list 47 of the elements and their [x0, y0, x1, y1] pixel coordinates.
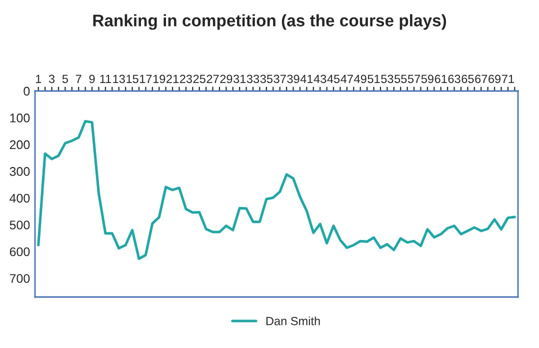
y-tick-label: 500	[10, 220, 30, 230]
x-tick-label: 53	[381, 74, 394, 84]
y-tick-label: 600	[10, 247, 30, 256]
x-tick-label: 59	[421, 74, 434, 84]
legend-label: Dan Smith	[266, 316, 320, 326]
x-tick-label: 23	[180, 74, 192, 84]
x-tick-label: 3	[48, 74, 55, 84]
x-tick-label: 29	[220, 74, 232, 84]
x-tick-label: 49	[354, 74, 366, 84]
x-tick-label: 65	[462, 74, 474, 84]
x-tick-label: 39	[287, 74, 300, 84]
x-tick-label: 25	[193, 74, 206, 84]
x-tick-label: 45	[327, 74, 340, 84]
x-tick-label: 5	[62, 74, 68, 84]
x-tick-label: 69	[488, 74, 501, 84]
x-tick-label: 41	[300, 74, 313, 83]
x-tick-label: 71	[502, 74, 514, 83]
x-tick-label: 15	[126, 74, 138, 84]
x-tick-label: 13	[113, 74, 125, 84]
x-tick-label: 37	[274, 74, 286, 84]
x-tick-label: 27	[206, 74, 219, 83]
x-tick-label: 33	[246, 74, 260, 84]
x-tick-label: 47	[340, 74, 353, 83]
y-tick-label: 700	[10, 274, 30, 283]
y-tick-label: 300	[10, 167, 30, 176]
x-tick-label: 35	[260, 74, 273, 84]
x-tick-label: 31	[233, 74, 246, 84]
x-tick-label: 51	[368, 74, 380, 84]
y-tick-label: 0	[24, 86, 30, 96]
x-tick-label: 1	[36, 74, 42, 83]
x-tick-label: 21	[166, 74, 179, 83]
x-tick-label: 43	[314, 74, 326, 84]
x-tick-label: 63	[448, 74, 460, 84]
y-tick-label: 400	[10, 194, 30, 203]
x-tick-label: 11	[100, 74, 111, 83]
x-tick-label: 17	[140, 74, 152, 83]
chart-title: Ranking in competition (as the course plays)	[93, 14, 446, 30]
x-tick-label: 61	[434, 74, 447, 84]
line-series	[37, 120, 516, 260]
x-tick-label: 55	[394, 74, 407, 84]
x-tick-label: 19	[153, 74, 166, 84]
x-tick-label: 7	[76, 74, 82, 83]
x-tick-label: 9	[89, 74, 95, 84]
y-tick-label: 100	[10, 114, 30, 122]
y-tick-label: 200	[10, 140, 30, 150]
x-tick-label: 67	[475, 74, 488, 84]
x-tick-label: 57	[408, 74, 420, 84]
